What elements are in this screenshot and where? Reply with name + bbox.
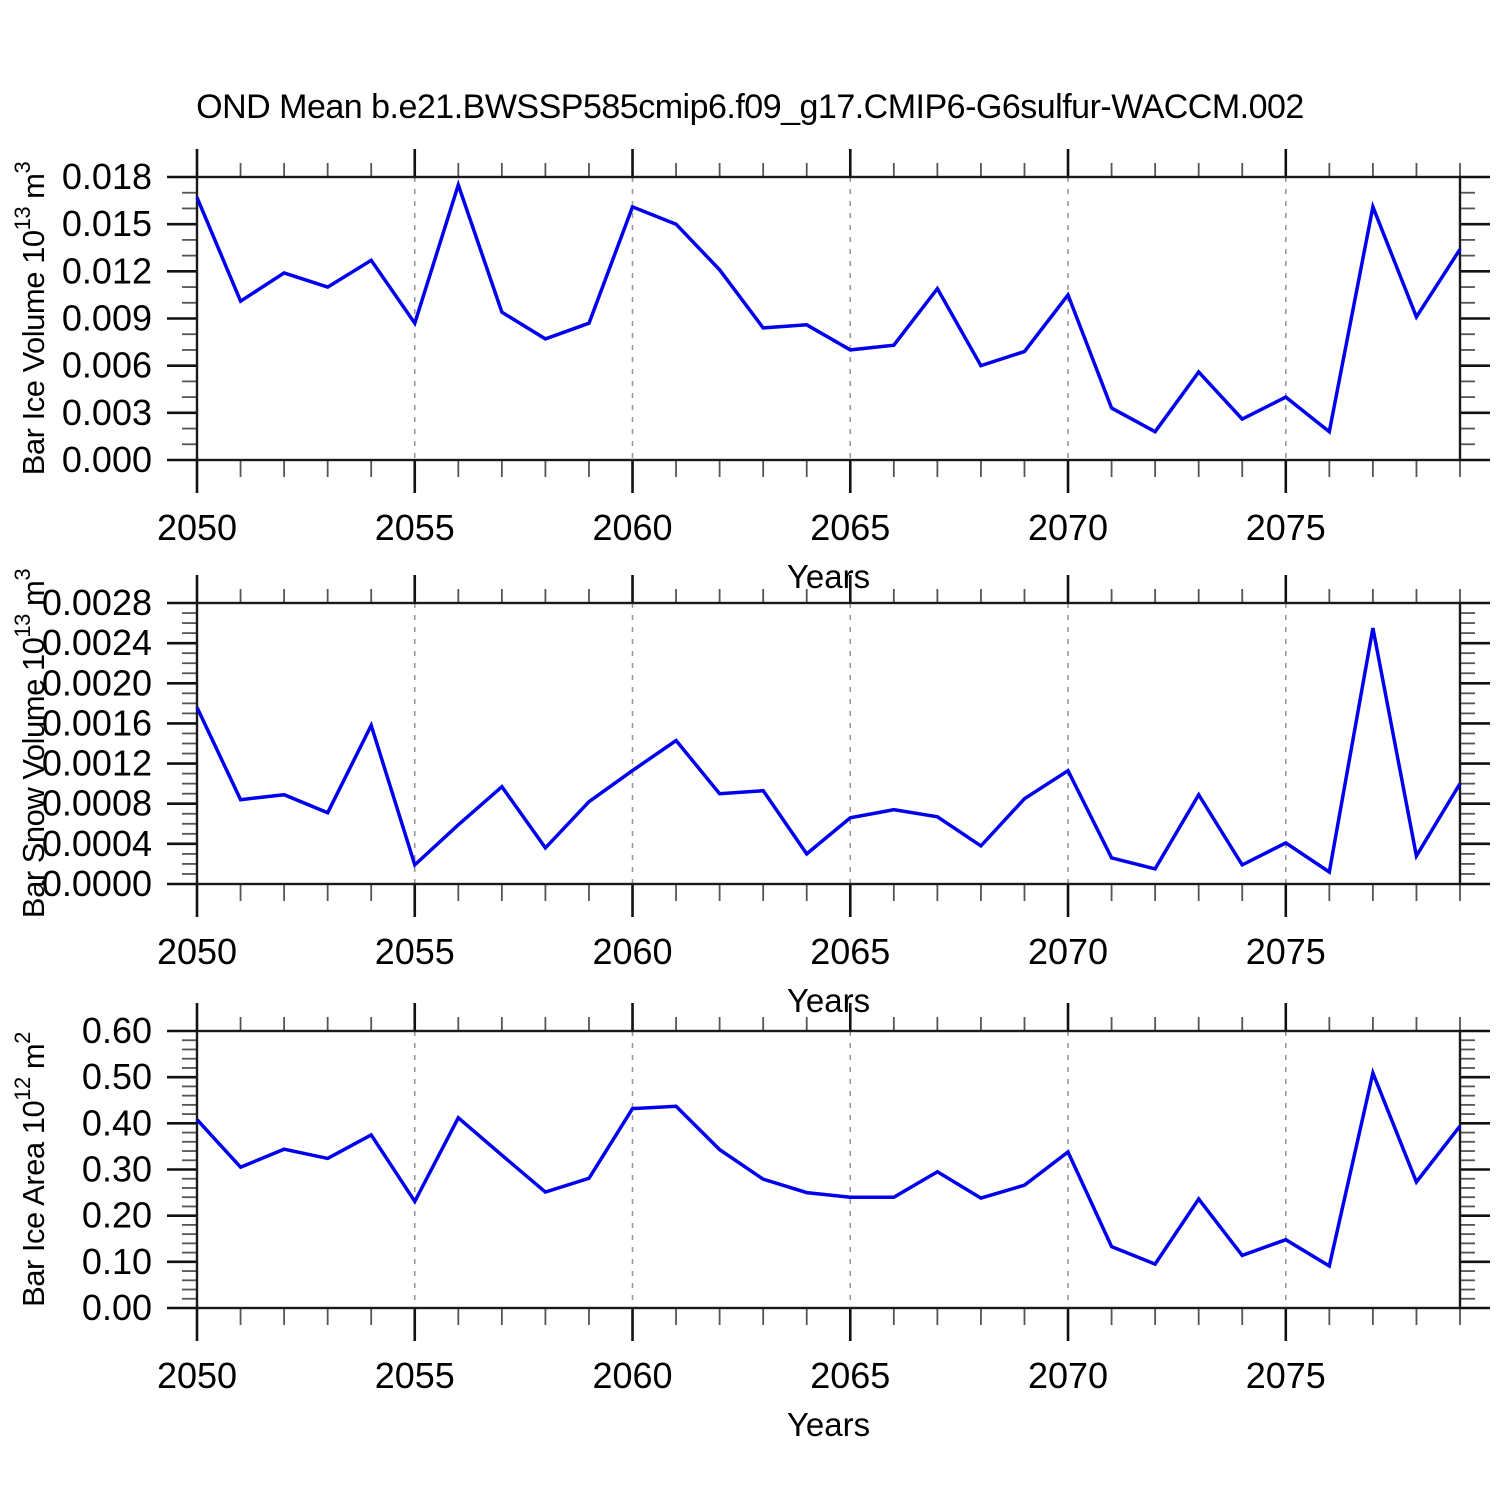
x-tick-label: 2075 xyxy=(1246,931,1326,972)
y-tick-label: 0.015 xyxy=(62,203,152,244)
gridlines xyxy=(413,177,1287,460)
y-tick-label: 0.0000 xyxy=(42,863,152,904)
x-tick-label: 2055 xyxy=(375,931,455,972)
y-axis-title: Bar Ice Volume 1013 m3 xyxy=(10,162,51,476)
panel-bar-ice-volume: 0.000 0.003 0.006 0.009 0.012 0.015 0.018 2050 2… xyxy=(10,149,1490,595)
x-tick-label: 2050 xyxy=(157,1355,237,1396)
x-tick-label: 2055 xyxy=(375,1355,455,1396)
y-tick-label: 0.003 xyxy=(62,392,152,433)
x-ticks xyxy=(195,149,1461,493)
x-tick-label: 2070 xyxy=(1028,931,1108,972)
gridlines xyxy=(413,603,1287,884)
x-ticks xyxy=(195,575,1461,917)
y-tick-label: 0.00 xyxy=(82,1287,152,1328)
y-tick-label: 0.012 xyxy=(62,250,152,291)
x-tick-label: 2075 xyxy=(1246,1355,1326,1396)
y-tick-label: 0.006 xyxy=(62,345,152,386)
gridlines xyxy=(413,1031,1287,1308)
y-tick-label: 0.000 xyxy=(62,439,152,480)
x-tick-label: 2065 xyxy=(810,507,890,548)
x-ticks xyxy=(195,1003,1461,1341)
y-tick-label: 0.0008 xyxy=(42,783,152,824)
x-tick-label: 2060 xyxy=(592,507,672,548)
series-line-bar-ice-volume xyxy=(195,179,1462,435)
y-tick-label: 0.40 xyxy=(82,1102,152,1143)
y-tick-label: 0.009 xyxy=(62,298,152,339)
y-tick-label: 0.018 xyxy=(62,156,152,197)
y-tick-label: 0.0020 xyxy=(42,662,152,703)
x-tick-label: 2050 xyxy=(157,931,237,972)
x-tick-label: 2065 xyxy=(810,1355,890,1396)
panel-bar-snow-volume: 0.00000.00040.00080.00120.00160.00200.00… xyxy=(10,569,1490,1019)
chart-title: OND Mean b.e21.BWSSP585cmip6.f09_g17.CMI… xyxy=(196,88,1304,126)
y-axis-title: Bar Ice Area 1012 m2 xyxy=(10,1032,51,1307)
y-tick-label: 0.60 xyxy=(82,1010,152,1051)
y-tick-label: 0.20 xyxy=(82,1195,152,1236)
series-line-bar-ice-area xyxy=(195,1067,1462,1269)
y-tick-label: 0.30 xyxy=(82,1149,152,1190)
x-tick-label: 2050 xyxy=(157,507,237,548)
y-ticks xyxy=(167,601,1490,886)
y-tick-label: 0.50 xyxy=(82,1056,152,1097)
x-tick-label: 2060 xyxy=(592,1355,672,1396)
x-tick-label: 2055 xyxy=(375,507,455,548)
plot-frame xyxy=(195,175,1462,462)
x-axis-title: Years xyxy=(787,558,870,595)
y-tick-label: 0.0012 xyxy=(42,743,152,784)
y-axis-title: Bar Snow Volume 1013 m3 xyxy=(10,569,51,918)
y-tick-label: 0.0028 xyxy=(42,582,152,623)
y-tick-label: 0.0016 xyxy=(42,702,152,743)
x-tick-label: 2070 xyxy=(1028,507,1108,548)
y-ticks xyxy=(167,1029,1490,1310)
x-tick-label: 2075 xyxy=(1246,507,1326,548)
y-tick-label: 0.10 xyxy=(82,1241,152,1282)
plot-frame xyxy=(195,601,1462,886)
y-tick-label: 0.0024 xyxy=(42,622,152,663)
panel-bar-ice-area: 0.00 0.10 0.20 0.30 0.40 0.50 0.60 2050 2055 2060… xyxy=(10,1003,1490,1443)
x-axis-title: Years xyxy=(787,1406,870,1443)
x-tick-label: 2070 xyxy=(1028,1355,1108,1396)
x-tick-label: 2060 xyxy=(592,931,672,972)
series-line-bar-snow-volume xyxy=(195,627,1462,875)
y-tick-label: 0.0004 xyxy=(42,823,152,864)
plot-frame xyxy=(195,1029,1462,1310)
x-tick-label: 2065 xyxy=(810,931,890,972)
x-axis-title: Years xyxy=(787,982,870,1019)
y-ticks xyxy=(167,175,1490,462)
